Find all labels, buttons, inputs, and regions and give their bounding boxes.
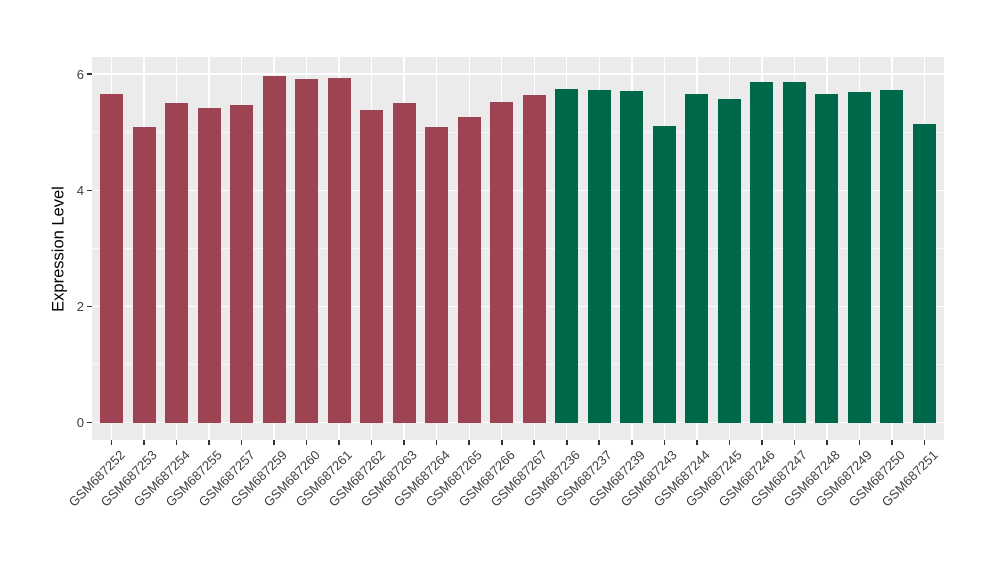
bar-GSM687259	[262, 75, 286, 423]
y-gridline-major	[92, 305, 944, 308]
y-tick-label: 4	[76, 182, 84, 198]
bar-GSM687249	[847, 92, 871, 423]
y-tick-label: 2	[76, 299, 84, 314]
bar-GSM687247	[782, 81, 806, 423]
y-tick-mark	[87, 73, 92, 75]
x-tick-mark	[143, 440, 145, 445]
x-tick-mark	[468, 440, 470, 445]
bar-GSM687237	[587, 89, 611, 423]
x-tick-mark	[403, 440, 405, 445]
x-tick-mark	[565, 440, 568, 445]
bar-GSM687254	[165, 102, 189, 423]
bar-GSM687255	[197, 107, 221, 423]
bar-GSM687245	[717, 99, 741, 423]
x-tick-mark	[891, 440, 893, 445]
x-tick-mark	[370, 440, 373, 445]
y-tick-label: 0	[76, 415, 84, 431]
y-gridline-minor	[92, 131, 944, 133]
bar-GSM687244	[685, 93, 709, 423]
bar-GSM687267	[522, 95, 546, 423]
bar-GSM687262	[360, 110, 384, 423]
bar-GSM687248	[815, 93, 839, 423]
bar-GSM687266	[490, 101, 514, 423]
x-tick-mark	[858, 440, 861, 445]
x-tick-mark	[663, 440, 666, 445]
bar-GSM687261	[327, 78, 351, 423]
x-tick-mark	[338, 440, 340, 445]
x-tick-mark	[793, 440, 796, 445]
bar-GSM687250	[880, 90, 904, 423]
x-tick-mark	[598, 440, 601, 445]
x-tick-mark	[631, 440, 633, 445]
x-tick-mark	[175, 440, 178, 445]
bar-GSM687265	[457, 117, 481, 423]
y-gridline-major	[92, 73, 944, 75]
bar-GSM687260	[295, 78, 319, 423]
bar-GSM687264	[425, 126, 449, 423]
bar-GSM687239	[620, 90, 644, 423]
y-gridline-minor	[92, 364, 944, 366]
y-axis-title: Expression Level	[49, 185, 68, 312]
bar-GSM687257	[230, 104, 254, 423]
x-tick-mark	[273, 440, 275, 445]
x-tick-mark	[696, 440, 698, 445]
y-tick-mark	[87, 189, 92, 192]
y-tick-mark	[87, 421, 92, 424]
bar-GSM687243	[652, 126, 676, 423]
x-tick-mark	[208, 440, 210, 445]
x-tick-mark	[761, 440, 763, 445]
x-tick-mark	[500, 440, 503, 445]
bar-GSM687246	[750, 82, 774, 423]
x-tick-mark	[533, 440, 536, 445]
bar-GSM687236	[555, 88, 579, 423]
y-gridline-minor	[92, 247, 944, 249]
bar-GSM687252	[100, 94, 123, 423]
x-tick-mark	[826, 440, 828, 445]
bar-GSM687263	[392, 103, 416, 423]
x-tick-mark	[728, 440, 731, 445]
x-tick-mark	[240, 440, 243, 445]
y-gridline-major	[92, 189, 944, 192]
y-gridline-major	[92, 421, 944, 424]
bar-GSM687251	[912, 124, 936, 423]
x-tick-mark	[305, 440, 308, 445]
x-tick-mark	[923, 440, 926, 445]
x-tick-mark	[435, 440, 438, 445]
plot-panel	[92, 57, 944, 440]
y-tick-mark	[87, 305, 92, 308]
y-tick-label: 6	[76, 66, 84, 82]
bar-GSM687253	[132, 126, 156, 423]
x-tick-mark	[110, 440, 113, 445]
